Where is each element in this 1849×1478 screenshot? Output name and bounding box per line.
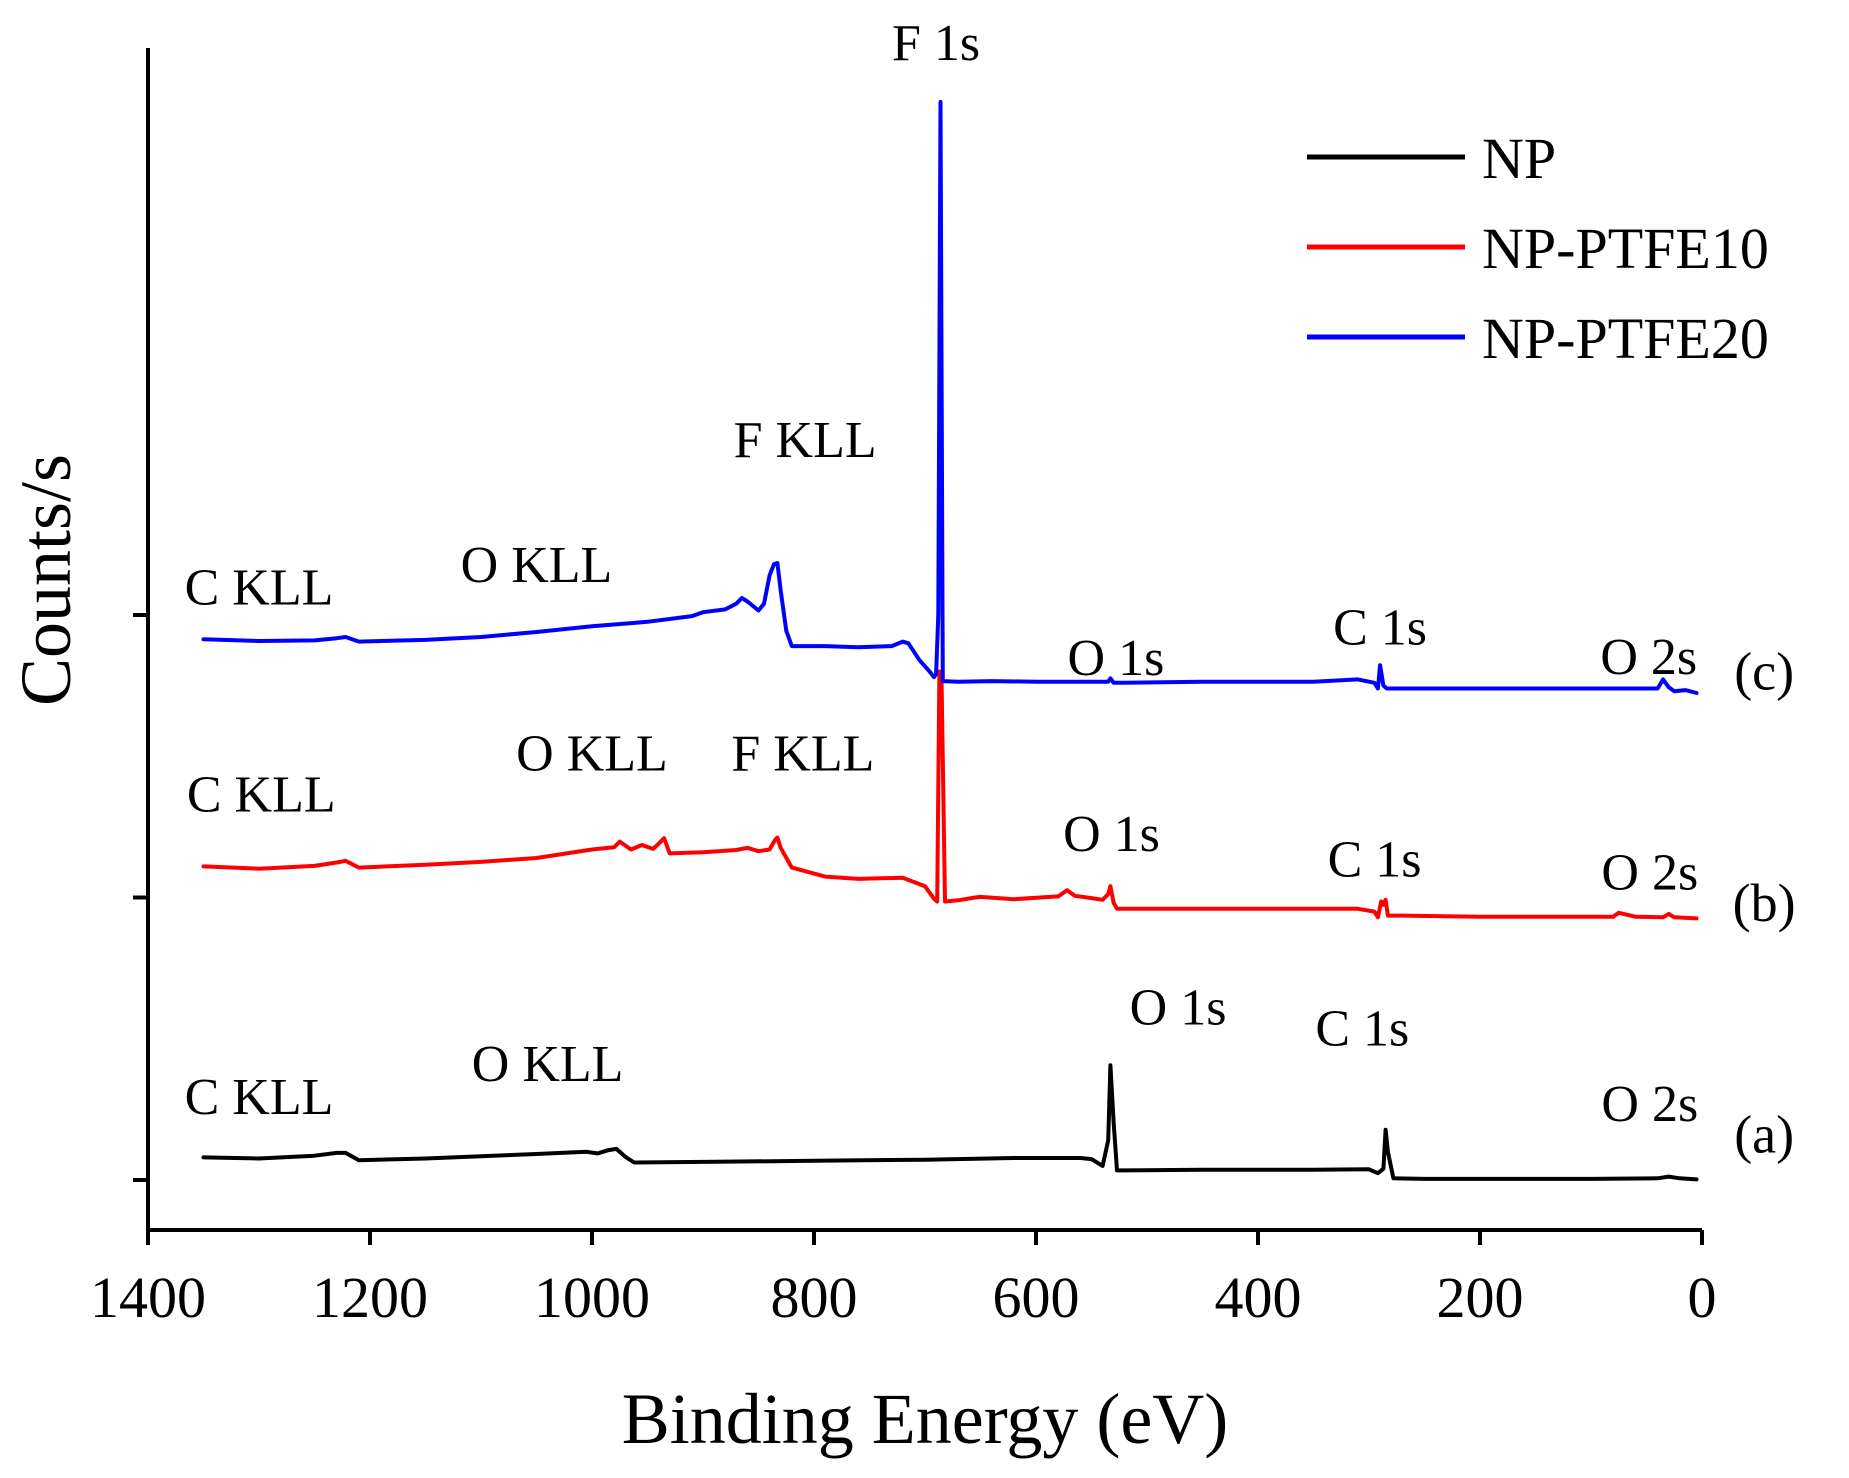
x-axis-ticks: 1400 1200 1000 800 600 400 200 0 <box>90 1230 1717 1330</box>
x-tick-label-400: 400 <box>1215 1265 1302 1330</box>
peak-label-np-ptfe20-o-2s: O 2s <box>1600 629 1697 686</box>
series-line-np-ptfe20 <box>201 100 1699 695</box>
peak-label-np-o-2s: O 2s <box>1601 1076 1698 1133</box>
x-tick-label-800: 800 <box>771 1265 858 1330</box>
curve-label-np-a: (a) <box>1734 1104 1794 1164</box>
peak-label-np-ptfe10-c-1s: C 1s <box>1328 832 1422 889</box>
x-tick-label-200: 200 <box>1437 1265 1524 1330</box>
legend: NP NP-PTFE10 NP-PTFE20 <box>1307 126 1769 371</box>
peak-label-np-o-kll: O KLL <box>472 1036 624 1093</box>
curve-label-np-ptfe10-b: (b) <box>1733 873 1796 933</box>
peak-label-np-ptfe10-c-kll: C KLL <box>187 767 336 824</box>
x-tick-label-1200: 1200 <box>312 1265 428 1330</box>
peak-label-np-ptfe20-o-kll: O KLL <box>461 537 613 594</box>
peak-label-np-ptfe10-o-kll: O KLL <box>516 725 668 782</box>
peak-label-np-ptfe20-f-1s: F 1s <box>892 15 980 72</box>
peak-label-np-ptfe20-c-1s: C 1s <box>1333 599 1427 656</box>
legend-label-np-ptfe10: NP-PTFE10 <box>1482 216 1769 281</box>
x-tick-label-1400: 1400 <box>90 1265 206 1330</box>
y-axis-title: Counts/s <box>6 454 86 706</box>
curve-label-np-ptfe20-c: (c) <box>1734 642 1794 702</box>
peak-label-np-ptfe10-o-2s: O 2s <box>1601 845 1698 902</box>
peak-label-np-ptfe20-f-kll: F KLL <box>734 412 877 469</box>
peak-label-np-ptfe20-o-1s: O 1s <box>1068 630 1165 687</box>
x-tick-label-600: 600 <box>993 1265 1080 1330</box>
x-axis-title: Binding Energy (eV) <box>622 1379 1229 1459</box>
peak-label-np-c-kll: C KLL <box>185 1069 334 1126</box>
peak-label-np-c-1s: C 1s <box>1315 1001 1409 1058</box>
peak-label-np-ptfe20-c-kll: C KLL <box>185 559 334 616</box>
legend-label-np-ptfe20: NP-PTFE20 <box>1482 306 1769 371</box>
series-line-np <box>201 1063 1699 1182</box>
peak-annotations: C KLL O KLL O 1s C 1s O 2s (a) C KLL O KLL F KLL… <box>185 15 1796 1164</box>
peak-label-np-ptfe10-f-kll: F KLL <box>731 725 874 782</box>
peak-label-np-ptfe10-o-1s: O 1s <box>1063 806 1160 863</box>
legend-label-np: NP <box>1482 126 1556 191</box>
series-group <box>201 100 1699 1182</box>
series-line-np-ptfe10 <box>201 669 1699 921</box>
peak-label-np-o-1s: O 1s <box>1130 980 1227 1037</box>
x-tick-label-1000: 1000 <box>534 1265 650 1330</box>
x-tick-label-0: 0 <box>1688 1265 1717 1330</box>
y-axis-ticks <box>133 613 148 1182</box>
